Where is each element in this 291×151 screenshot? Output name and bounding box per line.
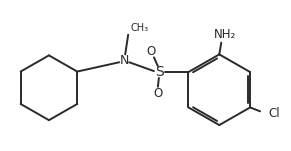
Text: Cl: Cl xyxy=(268,107,280,120)
Text: NH₂: NH₂ xyxy=(214,28,236,41)
Text: O: O xyxy=(153,87,162,100)
Text: CH₃: CH₃ xyxy=(130,23,148,33)
Text: O: O xyxy=(146,45,156,58)
Text: S: S xyxy=(155,65,164,79)
Text: N: N xyxy=(120,54,129,67)
